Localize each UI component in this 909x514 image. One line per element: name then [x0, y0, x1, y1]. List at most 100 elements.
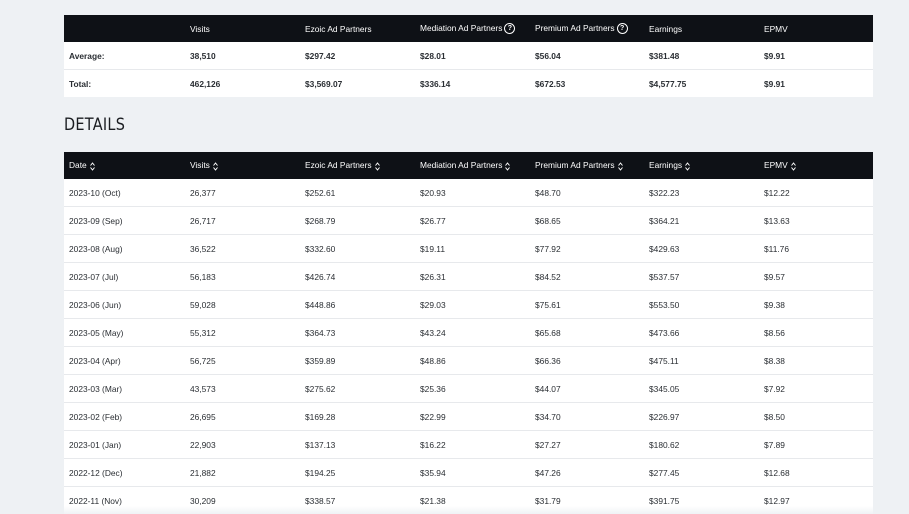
summary-row: Average: 38,510 $297.42 $28.01 $56.04 $381.48…	[64, 42, 873, 70]
details-header-3[interactable]: Mediation Ad Partners	[415, 152, 530, 179]
sort-icon[interactable]	[685, 161, 690, 171]
table-row: 2023-05 (May) 55,312 $364.73 $43.24 $65.68 $4…	[64, 318, 873, 347]
summary-header-premium-label: Premium Ad Partners	[535, 22, 615, 33]
table-cell: 2022-12 (Dec)	[64, 458, 185, 487]
details-header-1[interactable]: Visits	[185, 152, 300, 179]
table-cell: $137.13	[300, 430, 415, 459]
table-cell: $35.94	[415, 458, 530, 487]
sort-icon[interactable]	[505, 161, 511, 171]
summary-cell: $56.04	[535, 50, 561, 61]
table-cell: 26,377	[190, 187, 216, 198]
table-cell: $332.60	[300, 234, 415, 263]
table-cell: $553.50	[644, 290, 759, 319]
table-row: 2022-12 (Dec) 21,882 $194.25 $35.94 $47.26 $2…	[64, 458, 873, 487]
table-cell: $84.52	[530, 262, 644, 291]
table-cell: $48.70	[535, 187, 561, 198]
summary-cell: Average:	[69, 50, 105, 61]
table-cell: $426.74	[300, 262, 415, 291]
sort-icon[interactable]	[617, 161, 623, 171]
details-header-5[interactable]: Earnings	[644, 152, 759, 179]
details-header-4[interactable]: Premium Ad Partners	[530, 152, 644, 179]
summary-cell: $4,577.75	[644, 69, 759, 97]
summary-header-epmv: EPMV	[764, 23, 788, 34]
table-cell: 2023-07 (Jul)	[64, 262, 185, 291]
summary-cell: $381.48	[649, 50, 680, 61]
table-cell: $180.62	[644, 430, 759, 459]
sort-icon[interactable]	[89, 161, 95, 171]
table-cell: 2023-01 (Jan)	[64, 430, 185, 459]
table-row: 2023-08 (Aug) 36,522 $332.60 $19.11 $77.92 $4…	[64, 234, 873, 263]
details-title: DETAILS	[64, 115, 126, 135]
table-cell: $16.22	[415, 430, 530, 459]
summary-cell: $9.91	[764, 50, 785, 61]
sort-icon[interactable]	[790, 161, 796, 171]
table-cell: $27.27	[530, 430, 644, 459]
help-icon[interactable]: ?	[616, 23, 628, 35]
table-cell: $194.25	[300, 458, 415, 487]
table-cell: $26.31	[415, 262, 530, 291]
summary-cell: 38,510	[190, 50, 216, 61]
sort-icon[interactable]	[374, 161, 380, 171]
table-cell: 56,183	[185, 262, 300, 291]
column-header-label: Visits	[190, 160, 210, 171]
table-cell: $66.36	[530, 346, 644, 375]
details-header-0[interactable]: Date	[64, 152, 185, 179]
table-cell: $22.99	[415, 402, 530, 431]
table-cell: 43,573	[185, 374, 300, 403]
details-header-2[interactable]: Ezoic Ad Partners	[300, 152, 415, 179]
table-row: 2023-03 (Mar) 43,573 $275.62 $25.36 $44.07 $3…	[64, 374, 873, 403]
table-cell: 2023-03 (Mar)	[64, 374, 185, 403]
summary-cell: $28.01	[420, 50, 446, 61]
table-cell: $68.65	[530, 206, 644, 235]
details-table: Date Visits Ezoic Ad Partners Mediation Ad …	[64, 152, 873, 514]
table-cell: $268.79	[300, 206, 415, 235]
table-cell: $65.68	[530, 318, 644, 347]
table-cell: 2023-06 (Jun)	[64, 290, 185, 319]
table-cell: $19.11	[415, 234, 530, 263]
table-cell: $7.89	[759, 430, 873, 459]
table-row: 2022-11 (Nov) 30,209 $338.57 $21.38 $31.79 $3…	[64, 486, 873, 514]
table-row: 2023-01 (Jan) 22,903 $137.13 $16.22 $27.27 $1…	[64, 430, 873, 459]
summary-table: Visits Ezoic Ad Partners Mediation Ad Pa…	[64, 15, 873, 97]
table-cell: $44.07	[530, 374, 644, 403]
summary-header-label	[64, 15, 185, 42]
table-row: 2023-02 (Feb) 26,695 $169.28 $22.99 $34.70 $2…	[64, 402, 873, 431]
table-cell: $8.56	[759, 318, 873, 347]
table-cell: 21,882	[185, 458, 300, 487]
table-cell: 59,028	[185, 290, 300, 319]
table-cell: 26,717	[185, 206, 300, 235]
summary-header-ezoic: Ezoic Ad Partners	[305, 23, 372, 34]
table-row: 2023-06 (Jun) 59,028 $448.86 $29.03 $75.61 $5…	[64, 290, 873, 319]
table-cell: $11.76	[759, 234, 873, 263]
table-cell: $12.68	[759, 458, 873, 487]
summary-row: Total: 462,126 $3,569.07 $336.14 $672.53 $4,5…	[64, 69, 873, 97]
table-cell: 2023-05 (May)	[64, 318, 185, 347]
details-header-row: Date Visits Ezoic Ad Partners Mediation Ad …	[64, 152, 873, 179]
table-cell: $322.23	[649, 187, 680, 198]
table-cell: $8.50	[759, 402, 873, 431]
table-cell: $475.11	[644, 346, 759, 375]
table-cell: 2023-10 (Oct)	[69, 187, 121, 198]
column-header-label: Date	[69, 160, 87, 171]
table-cell: $77.92	[530, 234, 644, 263]
summary-header-mediation: Mediation Ad Partners?	[415, 15, 530, 42]
scroll-fade	[0, 506, 909, 514]
table-cell: $169.28	[300, 402, 415, 431]
table-cell: $448.86	[300, 290, 415, 319]
table-row: 2023-07 (Jul) 56,183 $426.74 $26.31 $84.52 $5…	[64, 262, 873, 291]
details-header-6[interactable]: EPMV	[759, 152, 873, 179]
table-cell: $473.66	[644, 318, 759, 347]
help-icon[interactable]: ?	[504, 23, 516, 35]
table-cell: $8.38	[759, 346, 873, 375]
table-row: 2023-10 (Oct) 26,377 $252.61 $20.93 $48.70 $3…	[64, 179, 873, 207]
summary-cell: $297.42	[305, 50, 336, 61]
summary-header-row: Visits Ezoic Ad Partners Mediation Ad Pa…	[64, 15, 873, 42]
summary-cell: $336.14	[415, 69, 530, 97]
table-cell: $364.73	[300, 318, 415, 347]
table-cell: $7.92	[759, 374, 873, 403]
table-cell: $252.61	[305, 187, 336, 198]
table-cell: $26.77	[415, 206, 530, 235]
table-cell: $13.63	[759, 206, 873, 235]
sort-icon[interactable]	[212, 161, 218, 171]
table-cell: 2023-02 (Feb)	[64, 402, 185, 431]
